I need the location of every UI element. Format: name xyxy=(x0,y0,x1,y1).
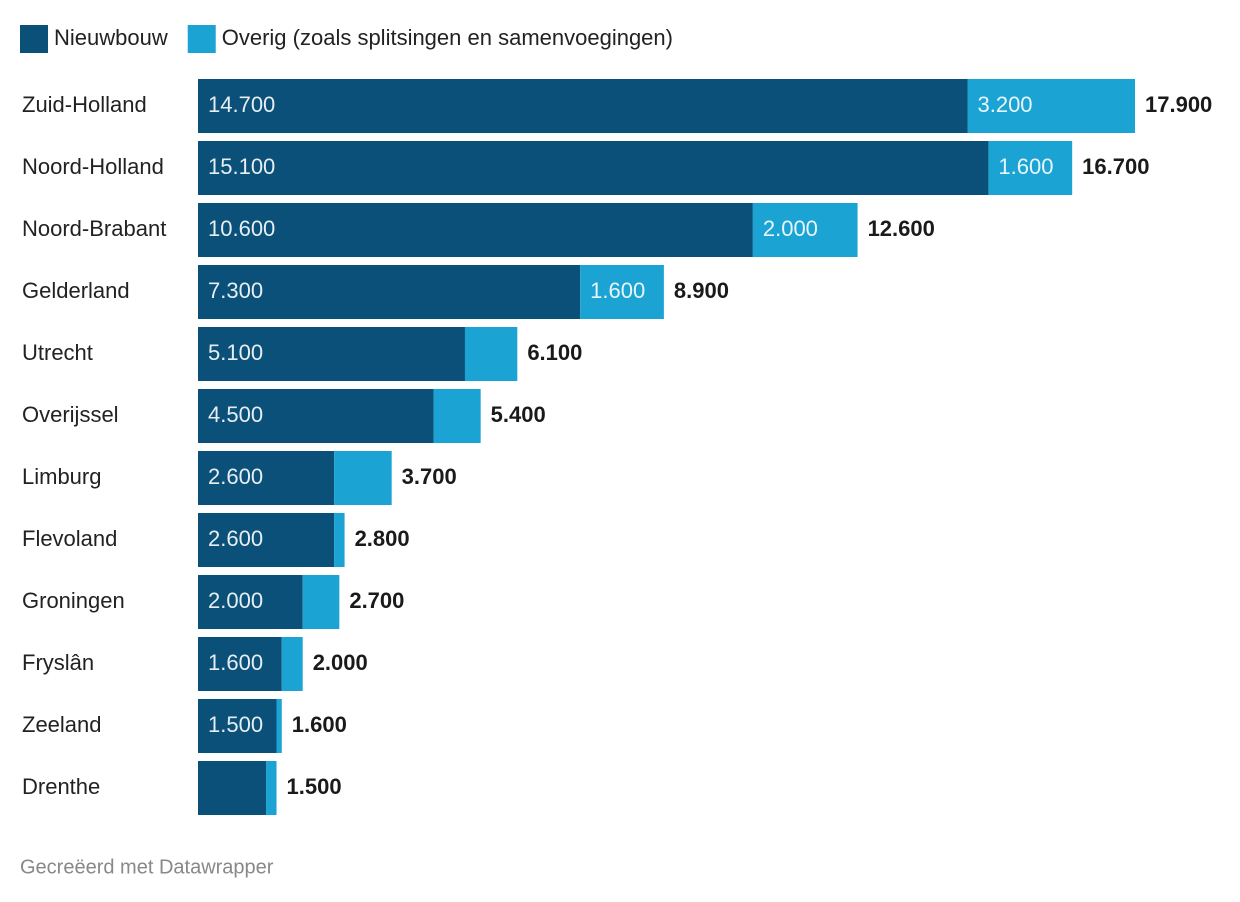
value-label: 1.600 xyxy=(998,154,1053,179)
bar-segment xyxy=(276,699,282,753)
total-label: 16.700 xyxy=(1082,154,1149,179)
bar-segment xyxy=(334,513,345,567)
bar-segment xyxy=(464,327,518,381)
category-label: Zuid-Holland xyxy=(22,92,147,117)
category-label: Noord-Brabant xyxy=(22,216,166,241)
footer: Gecreëerd met Datawrapper xyxy=(20,856,274,878)
value-label: 10.600 xyxy=(208,216,275,241)
category-label: Limburg xyxy=(22,464,101,489)
value-label: 4.500 xyxy=(208,402,263,427)
total-label: 1.500 xyxy=(287,774,342,799)
value-label: 2.000 xyxy=(763,216,818,241)
bar-segment xyxy=(198,761,267,815)
bar-segment xyxy=(433,389,481,443)
total-label: 17.900 xyxy=(1145,92,1212,117)
total-label: 2.800 xyxy=(355,526,410,551)
legend-swatch xyxy=(20,25,48,53)
bar-segment xyxy=(752,203,858,257)
total-label: 1.600 xyxy=(292,712,347,737)
value-label: 3.200 xyxy=(977,92,1032,117)
bar-segment xyxy=(302,575,340,629)
category-label: Utrecht xyxy=(22,340,93,365)
value-label: 7.300 xyxy=(208,278,263,303)
category-label: Noord-Holland xyxy=(22,154,164,179)
total-label: 8.900 xyxy=(674,278,729,303)
bar-segment xyxy=(198,699,277,753)
bar-segment xyxy=(580,265,664,319)
bar-segment xyxy=(988,141,1073,195)
total-label: 12.600 xyxy=(868,216,935,241)
value-label: 1.600 xyxy=(208,650,263,675)
bar-segment xyxy=(266,761,277,815)
total-label: 3.700 xyxy=(402,464,457,489)
category-label: Flevoland xyxy=(22,526,117,551)
bar-segment xyxy=(198,389,434,443)
value-label: 2.600 xyxy=(208,526,263,551)
category-label: Drenthe xyxy=(22,774,100,799)
bar-segment xyxy=(198,265,581,319)
category-label: Zeeland xyxy=(22,712,102,737)
bar-segment xyxy=(198,637,282,691)
bar-segment xyxy=(198,575,303,629)
bar-segment xyxy=(281,637,303,691)
category-label: Gelderland xyxy=(22,278,130,303)
value-label: 5.100 xyxy=(208,340,263,365)
value-label: 1.500 xyxy=(208,712,263,737)
value-label: 1.600 xyxy=(590,278,645,303)
category-label: Overijssel xyxy=(22,402,119,427)
total-label: 2.000 xyxy=(313,650,368,675)
category-label: Groningen xyxy=(22,588,125,613)
legend-label: Nieuwbouw xyxy=(54,25,168,50)
bar-segment xyxy=(198,451,335,505)
legend-swatch xyxy=(187,25,216,53)
value-label: 2.600 xyxy=(208,464,263,489)
legend-label: Overig (zoals splitsingen en samenvoegin… xyxy=(222,25,673,50)
bar-segment xyxy=(967,79,1135,133)
bar-segment xyxy=(198,141,989,195)
total-label: 2.700 xyxy=(349,588,404,613)
bar-segment xyxy=(198,203,753,257)
value-label: 14.700 xyxy=(208,92,275,117)
bar-segment xyxy=(334,451,392,505)
bar-segment xyxy=(198,327,465,381)
category-label: Fryslân xyxy=(22,650,94,675)
bar-segment xyxy=(198,79,968,133)
total-label: 5.400 xyxy=(491,402,546,427)
value-label: 2.000 xyxy=(208,588,263,613)
bar-segment xyxy=(198,513,335,567)
value-label: 15.100 xyxy=(208,154,275,179)
total-label: 6.100 xyxy=(527,340,582,365)
